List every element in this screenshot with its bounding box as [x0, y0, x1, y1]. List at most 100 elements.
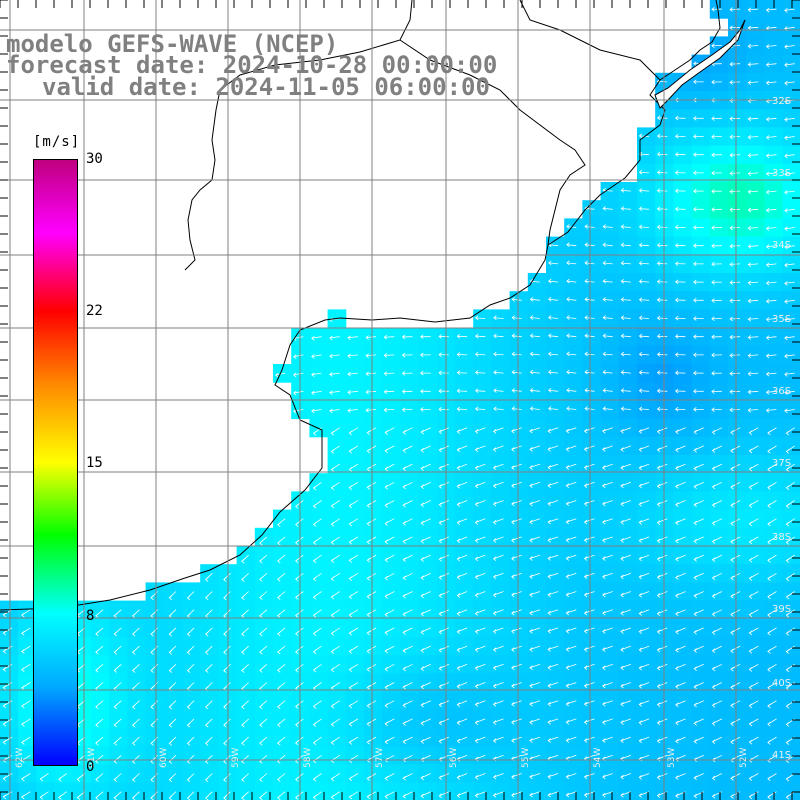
- wind-arrow: [621, 189, 631, 192]
- wind-arrow: [548, 335, 559, 338]
- wind-arrow-head: [711, 371, 715, 376]
- wind-arrow-head: [729, 116, 733, 122]
- wind-speed-cell: [145, 673, 165, 693]
- wind-arrow-head: [583, 446, 588, 452]
- wind-speed-cell: [709, 746, 729, 765]
- wind-arrow-head: [293, 390, 297, 396]
- wind-speed-cell: [473, 382, 492, 401]
- title-model: modelo GEFS-WAVE (NCEP): [6, 30, 339, 58]
- wind-speed-cell: [418, 673, 438, 693]
- wind-speed-cell: [564, 691, 583, 711]
- wind-arrow-head: [602, 556, 606, 561]
- wind-speed-cell: [473, 364, 492, 383]
- wind-speed-cell: [582, 782, 602, 800]
- wind-arrow-head: [565, 446, 570, 452]
- wind-arrow-head: [259, 722, 263, 728]
- wind-arrow-head: [402, 612, 406, 617]
- wind-arrow-head: [602, 538, 606, 543]
- wind-arrow-head: [365, 407, 369, 413]
- wind-speed-cell: [509, 364, 529, 383]
- wind-speed-cell: [473, 546, 492, 565]
- wind-arrow-head: [330, 776, 335, 782]
- wind-speed-cell: [364, 582, 383, 602]
- wind-arrow: [530, 408, 540, 410]
- wind-speed-cell: [473, 418, 492, 438]
- wind-arrow: [347, 372, 358, 375]
- wind-arrow-head: [493, 406, 497, 412]
- wind-speed-cell: [728, 455, 747, 474]
- wind-arrow-head: [620, 242, 625, 248]
- wind-arrow-head: [168, 722, 173, 728]
- wind-speed-cell: [709, 655, 729, 674]
- latitude-label: 40S: [772, 678, 791, 689]
- wind-speed-cell: [527, 655, 547, 674]
- wind-arrow-head: [529, 647, 533, 652]
- wind-arrow-head: [241, 704, 245, 710]
- wind-speed-cell: [273, 728, 292, 747]
- wind-speed-cell: [400, 546, 420, 565]
- wind-arrow-head: [566, 387, 570, 393]
- wind-arrow-head: [548, 333, 552, 338]
- wind-arrow-head: [456, 520, 461, 525]
- wind-arrow-head: [293, 372, 297, 378]
- wind-arrow-head: [711, 793, 716, 799]
- wind-arrow: [493, 536, 504, 541]
- wind-speed-cell: [200, 600, 219, 620]
- wind-speed-cell: [455, 618, 474, 638]
- wind-arrow: [602, 791, 613, 796]
- wind-speed-cell: [455, 473, 474, 492]
- wind-arrow: [512, 317, 522, 319]
- wind-arrow-head: [565, 701, 570, 707]
- wind-arrow: [621, 244, 631, 247]
- wind-arrow-head: [784, 390, 788, 395]
- wind-arrow-head: [547, 556, 551, 561]
- wind-arrow: [784, 281, 795, 284]
- wind-arrow: [621, 226, 631, 228]
- wind-speed-cell: [364, 527, 383, 547]
- wind-arrow-head: [311, 372, 315, 377]
- wind-speed-cell: [655, 709, 674, 729]
- wind-arrow-head: [765, 62, 770, 68]
- wind-arrow: [602, 700, 613, 705]
- wind-speed-cell: [400, 618, 420, 638]
- wind-arrow-head: [348, 667, 353, 672]
- wind-arrow-head: [58, 776, 62, 782]
- wind-arrow-head: [656, 629, 661, 635]
- wind-speed-cell: [527, 673, 547, 693]
- wind-speed-cell: [527, 309, 547, 329]
- wind-arrow: [457, 609, 468, 615]
- wind-arrow: [784, 227, 795, 230]
- wind-arrow-head: [693, 352, 697, 358]
- wind-arrow-head: [492, 720, 497, 725]
- wind-arrow: [457, 572, 468, 578]
- wind-arrow-head: [602, 333, 606, 339]
- wind-arrow-head: [384, 466, 388, 472]
- wind-arrow-head: [511, 501, 515, 507]
- wind-arrow-head: [529, 792, 533, 798]
- wind-speed-cell: [728, 509, 747, 529]
- wind-arrow-head: [547, 628, 551, 634]
- wind-arrow: [566, 463, 577, 468]
- wind-speed-cell: [564, 400, 583, 420]
- wind-arrow: [548, 609, 559, 614]
- wind-speed-cell: [637, 764, 656, 784]
- wind-speed-cell: [291, 709, 310, 729]
- wind-speed-cell: [546, 473, 565, 492]
- wind-arrow: [693, 645, 704, 651]
- wind-speed-cell: [473, 564, 492, 583]
- wind-speed-cell: [728, 637, 747, 656]
- wind-arrow-head: [711, 152, 715, 158]
- wind-arrow-head: [729, 298, 733, 304]
- wind-arrow: [548, 645, 559, 650]
- wind-arrow-head: [638, 242, 643, 248]
- wind-speed-cell: [618, 637, 638, 656]
- wind-arrow-head: [312, 649, 317, 655]
- wind-arrow: [639, 226, 650, 228]
- wind-arrow-head: [241, 595, 245, 601]
- wind-speed-cell: [72, 782, 92, 800]
- wind-speed-cell: [637, 182, 656, 201]
- wind-speed-cell: [509, 436, 529, 456]
- wind-speed-cell: [746, 455, 765, 474]
- wind-arrow: [529, 463, 541, 468]
- wind-speed-cell: [491, 436, 511, 456]
